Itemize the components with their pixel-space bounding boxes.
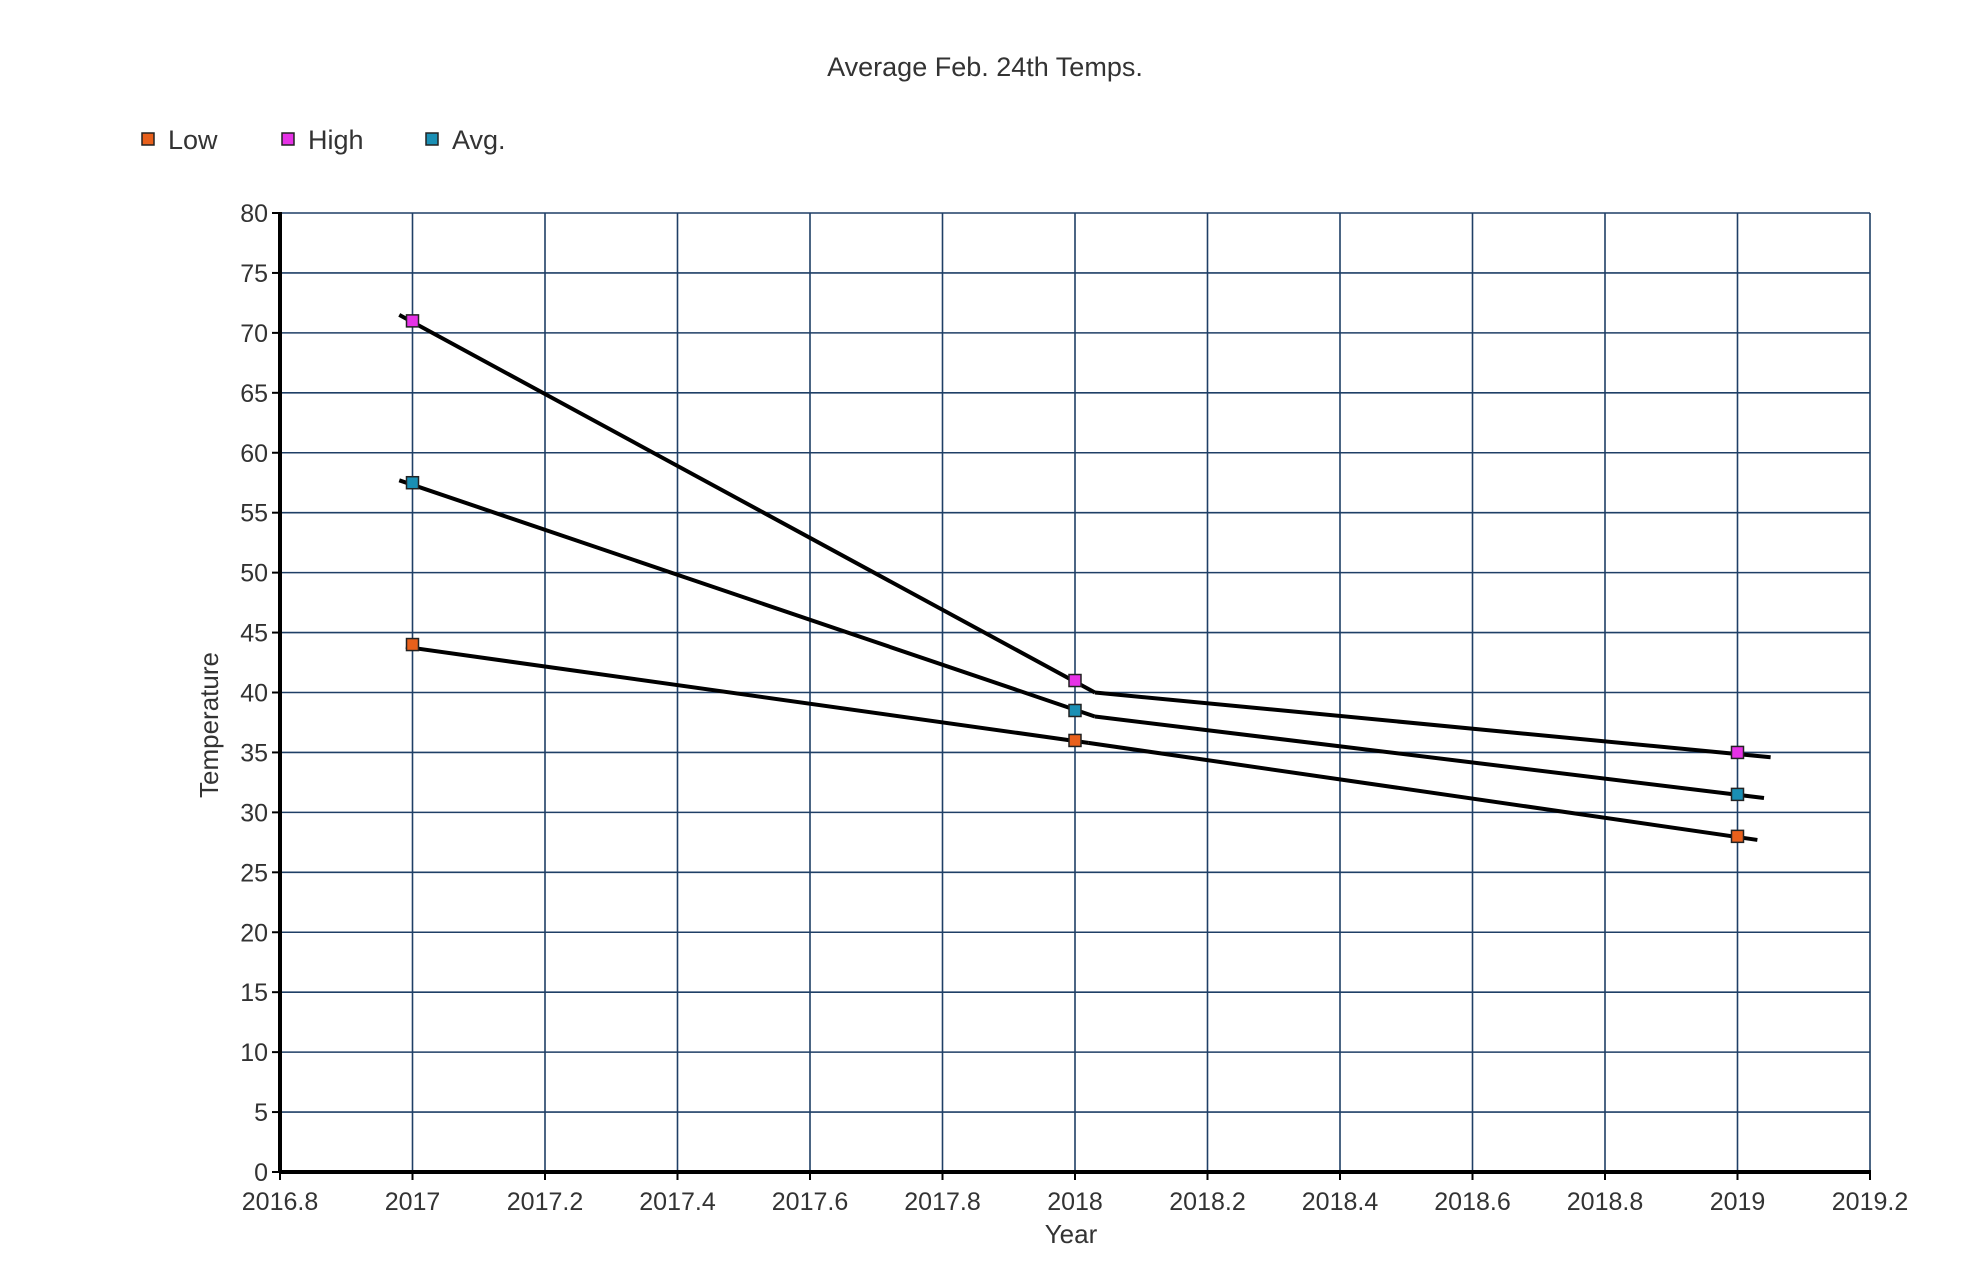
legend-swatch [425, 132, 439, 146]
y-tick-label: 50 [240, 560, 268, 588]
data-point-avg [1068, 703, 1082, 718]
x-tick-label: 2019 [1710, 1188, 1766, 1216]
trendline-segment [1087, 740, 1758, 842]
y-axis-title: Temperature [194, 652, 224, 798]
data-point-high [1068, 673, 1082, 688]
x-tick-label: 2017.4 [639, 1188, 716, 1216]
x-tick-label: 2016.8 [242, 1188, 318, 1216]
y-tick-label: 15 [240, 979, 268, 1007]
data-points [405, 314, 1745, 844]
x-tick-label: 2017 [385, 1188, 441, 1216]
y-tick-label: 35 [240, 739, 268, 767]
data-point-low [1730, 829, 1745, 844]
legend-swatch [141, 132, 155, 146]
y-tick-label: 80 [240, 200, 268, 228]
trendline-segment [1094, 690, 1771, 760]
x-tick-label: 2018.2 [1169, 1188, 1245, 1216]
data-point-high [1730, 745, 1745, 760]
legend-label: High [308, 125, 364, 155]
trendline-segment [398, 313, 1096, 695]
data-point-high [405, 314, 420, 328]
y-tick-label: 40 [240, 680, 268, 708]
y-tick-label: 45 [240, 620, 268, 648]
x-tick-label: 2018.4 [1302, 1188, 1379, 1216]
legend-label: Avg. [452, 125, 506, 155]
data-point-avg [405, 475, 420, 490]
x-tick-label: 2017.6 [772, 1188, 848, 1216]
trendline-segment [398, 478, 1096, 719]
y-tick-label: 70 [240, 320, 268, 348]
y-tick-label: 20 [240, 919, 268, 947]
trendlines [398, 313, 1771, 842]
x-tick-label: 2018.8 [1567, 1188, 1643, 1216]
trendline-segment [1094, 714, 1765, 800]
x-tick-label: 2017.2 [507, 1188, 583, 1216]
data-point-low [1068, 733, 1082, 748]
legend-swatch [281, 132, 295, 146]
x-axis-title: Year [1045, 1219, 1098, 1249]
y-tick-label: 75 [240, 260, 268, 288]
y-tick-label: 5 [254, 1099, 268, 1127]
x-tick-label: 2018.6 [1434, 1188, 1510, 1216]
y-axis-ticks: 0 5 10 15 20 25 30 35 40 45 50 55 60 65 70 75 80 [240, 200, 280, 1187]
legend-label: Low [168, 125, 218, 155]
x-tick-label: 2019.2 [1832, 1188, 1908, 1216]
y-tick-label: 60 [240, 440, 268, 468]
y-tick-label: 65 [240, 380, 268, 408]
x-tick-label: 2018 [1047, 1188, 1103, 1216]
y-tick-label: 55 [240, 500, 268, 528]
x-tick-label: 2017.8 [904, 1188, 980, 1216]
y-tick-label: 30 [240, 799, 268, 827]
trendline-segment [405, 644, 1089, 745]
data-point-low [405, 637, 420, 652]
chart-title: Average Feb. 24th Temps. [827, 52, 1143, 82]
y-tick-label: 0 [254, 1159, 268, 1187]
x-axis-ticks: 2016.8 2017 2017.2 2017.4 2017.6 2017.8 2018 20… [242, 1172, 1908, 1216]
y-tick-label: 10 [240, 1039, 268, 1067]
data-point-avg [1730, 787, 1745, 802]
y-tick-label: 25 [240, 859, 268, 887]
grid [280, 212, 1871, 1172]
legend: Low High Avg. [141, 125, 506, 155]
